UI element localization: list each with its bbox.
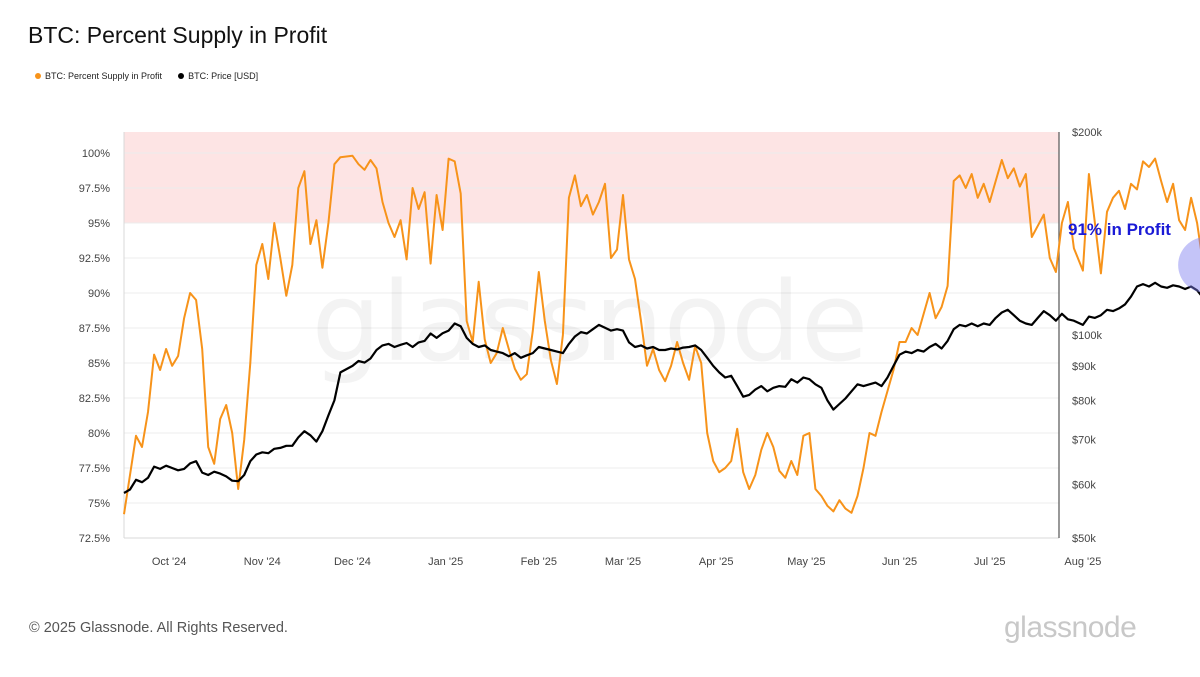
- legend-item-price[interactable]: BTC: Price [USD]: [178, 71, 258, 81]
- x-tick-label: Apr '25: [699, 556, 734, 568]
- legend-label-supply-profit: BTC: Percent Supply in Profit: [45, 71, 163, 81]
- y-left-tick-label: 100%: [82, 148, 110, 160]
- x-tick-label: Feb '25: [521, 556, 557, 568]
- y-left-tick-label: 92.5%: [79, 253, 110, 265]
- y-right-tick-label: $70k: [1072, 434, 1096, 446]
- y-left-tick-label: 97.5%: [79, 183, 110, 195]
- annotation-label: 91% in Profit: [1068, 220, 1171, 239]
- y-left-tick-label: 90%: [88, 288, 110, 300]
- x-tick-label: Nov '24: [244, 556, 281, 568]
- y-left-tick-label: 80%: [88, 428, 110, 440]
- legend-item-supply-profit[interactable]: BTC: Percent Supply in Profit: [35, 71, 162, 81]
- y-right-tick-label: $90k: [1072, 361, 1096, 373]
- annotation-circle: [1178, 237, 1200, 293]
- y-left-tick-label: 95%: [88, 218, 110, 230]
- watermark: glassnode: [312, 258, 869, 386]
- series-line-supply-profit: [123, 154, 1200, 515]
- y-left-tick-label: 77.5%: [79, 463, 110, 475]
- y-right-tick-label: $80k: [1072, 395, 1096, 407]
- glassnode-logo: glassnode: [1004, 611, 1137, 644]
- y-left-tick-label: 82.5%: [79, 393, 110, 405]
- x-tick-label: Oct '24: [152, 556, 187, 568]
- series-line-price: [123, 281, 1200, 494]
- x-tick-label: Dec '24: [334, 556, 371, 568]
- x-tick-label: Mar '25: [605, 556, 641, 568]
- x-tick-label: May '25: [787, 556, 825, 568]
- legend-label-price: BTC: Price [USD]: [188, 71, 259, 81]
- legend-swatch-supply-profit: [35, 73, 41, 79]
- y-left-tick-label: 75%: [88, 498, 110, 510]
- x-tick-label: Jan '25: [428, 556, 463, 568]
- legend: BTC: Percent Supply in Profit BTC: Price…: [35, 71, 258, 81]
- y-left-tick-label: 87.5%: [79, 323, 110, 335]
- y-right-tick-label: $50k: [1072, 533, 1096, 545]
- chart-title: BTC: Percent Supply in Profit: [28, 22, 328, 48]
- y-right-tick-label: $100k: [1072, 330, 1102, 342]
- y-right-tick-label: $60k: [1072, 480, 1096, 492]
- x-tick-label: Jun '25: [882, 556, 917, 568]
- y-left-tick-label: 85%: [88, 358, 110, 370]
- x-tick-label: Aug '25: [1064, 556, 1101, 568]
- legend-swatch-price: [178, 73, 185, 79]
- y-right-tick-label: $200k: [1072, 127, 1102, 139]
- footer-copyright: © 2025 Glassnode. All Rights Reserved.: [29, 620, 288, 636]
- y-left-tick-label: 72.5%: [79, 533, 110, 545]
- x-tick-label: Jul '25: [974, 556, 1005, 568]
